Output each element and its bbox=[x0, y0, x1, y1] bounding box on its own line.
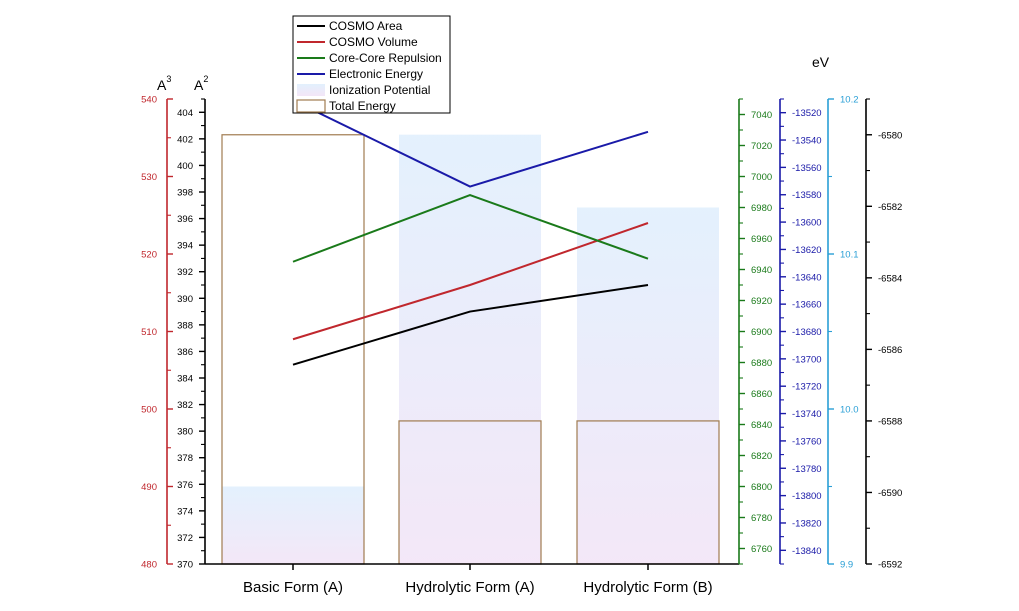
y-tick-label-repulsion: 7000 bbox=[751, 172, 772, 183]
x-tick-label: Basic Form (A) bbox=[243, 579, 343, 596]
y-tick-label-electronic: -13560 bbox=[792, 163, 822, 174]
legend-box bbox=[292, 15, 451, 114]
y-tick-label-repulsion: 6820 bbox=[751, 451, 772, 462]
legend: COSMO Area COSMO Volume Core-Core Repulsio… bbox=[292, 15, 451, 114]
y-tick-label-area: 372 bbox=[177, 533, 193, 544]
y-tick-label-repulsion: 6940 bbox=[751, 265, 772, 276]
y-tick-label-total: -6588 bbox=[878, 416, 902, 427]
y-tick-label-electronic: -13520 bbox=[792, 108, 822, 119]
y-tick-label-area: 390 bbox=[177, 294, 193, 305]
y-axis-repulsion: 6760 6780 6800 6820 6840 6860 6880 6900 6920 6940… bbox=[738, 98, 772, 565]
y-tick-label-ionization: 10.2 bbox=[840, 95, 859, 106]
y-tick-label-area: 378 bbox=[177, 453, 193, 464]
y-tick-label-electronic: -13700 bbox=[792, 354, 822, 365]
y-tick-label-volume: 540 bbox=[141, 95, 157, 106]
legend-label-1: COSMO Volume bbox=[329, 35, 418, 49]
y-tick-label-repulsion: 7020 bbox=[751, 141, 772, 152]
y-tick-label-repulsion: 6840 bbox=[751, 420, 772, 431]
y-tick-label-area: 404 bbox=[177, 108, 193, 119]
y-tick-label-repulsion: 6800 bbox=[751, 482, 772, 493]
y-tick-label-repulsion: 6780 bbox=[751, 513, 772, 524]
y-tick-label-volume: 490 bbox=[141, 482, 157, 493]
y-axis-ionization: 9.9 10.0 10.1 10.2 bbox=[827, 95, 859, 571]
y-tick-label-volume: 500 bbox=[141, 405, 157, 416]
y-tick-label-electronic: -13600 bbox=[792, 218, 822, 229]
legend-label-0: COSMO Area bbox=[329, 19, 403, 33]
y-tick-label-electronic: -13820 bbox=[792, 518, 822, 529]
y-tick-label-electronic: -13580 bbox=[792, 190, 822, 201]
y-tick-label-electronic: -13840 bbox=[792, 546, 822, 557]
y-tick-label-electronic: -13540 bbox=[792, 136, 822, 147]
y-tick-label-electronic: -13660 bbox=[792, 300, 822, 311]
y-tick-label-electronic: -13740 bbox=[792, 409, 822, 420]
y-tick-label-area: 388 bbox=[177, 320, 193, 331]
y-tick-label-total: -6584 bbox=[878, 273, 902, 284]
y-tick-label-total: -6586 bbox=[878, 345, 902, 356]
y-tick-label-total: -6582 bbox=[878, 202, 902, 213]
y-tick-label-area: 382 bbox=[177, 400, 193, 411]
y-tick-label-area: 394 bbox=[177, 241, 193, 252]
y-tick-label-repulsion: 6880 bbox=[751, 358, 772, 369]
unit-label-ionization: eV bbox=[812, 54, 830, 70]
y-tick-label-ionization: 10.0 bbox=[840, 405, 859, 416]
y-tick-label-area: 374 bbox=[177, 506, 193, 517]
y-tick-label-ionization: 10.1 bbox=[840, 250, 859, 261]
x-tick-label: Hydrolytic Form (A) bbox=[405, 579, 534, 596]
y-tick-label-repulsion: 6960 bbox=[751, 234, 772, 245]
legend-label-3: Electronic Energy bbox=[329, 67, 423, 81]
y-tick-label-area: 384 bbox=[177, 374, 193, 385]
axes-layer: Basic Form (A) Hydrolytic Form (A) Hydroly… bbox=[141, 54, 902, 596]
unit-label-volume: A3 bbox=[157, 74, 171, 93]
bar-ionization-1 bbox=[399, 134, 541, 564]
y-tick-label-volume: 530 bbox=[141, 172, 157, 183]
y-tick-label-repulsion: 6980 bbox=[751, 203, 772, 214]
y-tick-label-electronic: -13780 bbox=[792, 464, 822, 475]
y-axis-electronic: -13840 -13820 -13800 -13780 -13760 -13740 -137… bbox=[779, 98, 822, 565]
y-tick-label-total: -6590 bbox=[878, 488, 902, 499]
y-tick-label-area: 386 bbox=[177, 347, 193, 358]
y-tick-label-area: 398 bbox=[177, 188, 193, 199]
y-tick-label-electronic: -13760 bbox=[792, 436, 822, 447]
y-axis-total: -6592 -6590 -6588 -6586 -6584 -6582 -6580 bbox=[865, 98, 902, 571]
bars-layer bbox=[221, 134, 720, 565]
y-axis-area: 370 372 374 376 378 380 382 384 386 388 390 392 394 3… bbox=[177, 98, 206, 571]
y-tick-label-area: 370 bbox=[177, 560, 193, 571]
lines-layer bbox=[292, 99, 649, 366]
y-tick-label-area: 376 bbox=[177, 480, 193, 491]
y-tick-label-volume: 510 bbox=[141, 327, 157, 338]
y-tick-label-area: 396 bbox=[177, 214, 193, 225]
y-tick-label-repulsion: 6860 bbox=[751, 389, 772, 400]
y-tick-label-electronic: -13620 bbox=[792, 245, 822, 256]
y-tick-label-electronic: -13640 bbox=[792, 272, 822, 283]
bar-ionization-2 bbox=[577, 207, 719, 564]
y-axis-volume: 480 490 500 510 520 530 540 bbox=[141, 95, 173, 571]
y-tick-label-electronic: -13800 bbox=[792, 491, 822, 502]
y-tick-label-area: 380 bbox=[177, 427, 193, 438]
y-tick-label-electronic: -13680 bbox=[792, 327, 822, 338]
y-tick-label-total: -6592 bbox=[878, 560, 902, 571]
y-tick-label-area: 400 bbox=[177, 161, 193, 172]
y-tick-label-repulsion: 6900 bbox=[751, 327, 772, 338]
bar-ionization-0 bbox=[222, 486, 364, 564]
y-tick-label-electronic: -13720 bbox=[792, 382, 822, 393]
y-tick-label-ionization: 9.9 bbox=[840, 560, 853, 571]
y-tick-label-repulsion: 6920 bbox=[751, 296, 772, 307]
legend-swatch-5 bbox=[296, 99, 326, 113]
y-tick-label-area: 402 bbox=[177, 134, 193, 145]
y-tick-label-volume: 520 bbox=[141, 250, 157, 261]
y-tick-label-repulsion: 6760 bbox=[751, 544, 772, 555]
y-tick-label-repulsion: 7040 bbox=[751, 110, 772, 121]
legend-swatch-4 bbox=[297, 84, 325, 96]
legend-label-5: Total Energy bbox=[329, 99, 396, 113]
legend-label-4: Ionization Potential bbox=[329, 83, 430, 97]
y-tick-label-area: 392 bbox=[177, 267, 193, 278]
x-tick-label: Hydrolytic Form (B) bbox=[583, 579, 712, 596]
legend-label-2: Core-Core Repulsion bbox=[329, 51, 442, 65]
y-tick-label-total: -6580 bbox=[878, 130, 902, 141]
y-tick-label-volume: 480 bbox=[141, 560, 157, 571]
unit-label-area: A2 bbox=[194, 74, 208, 93]
